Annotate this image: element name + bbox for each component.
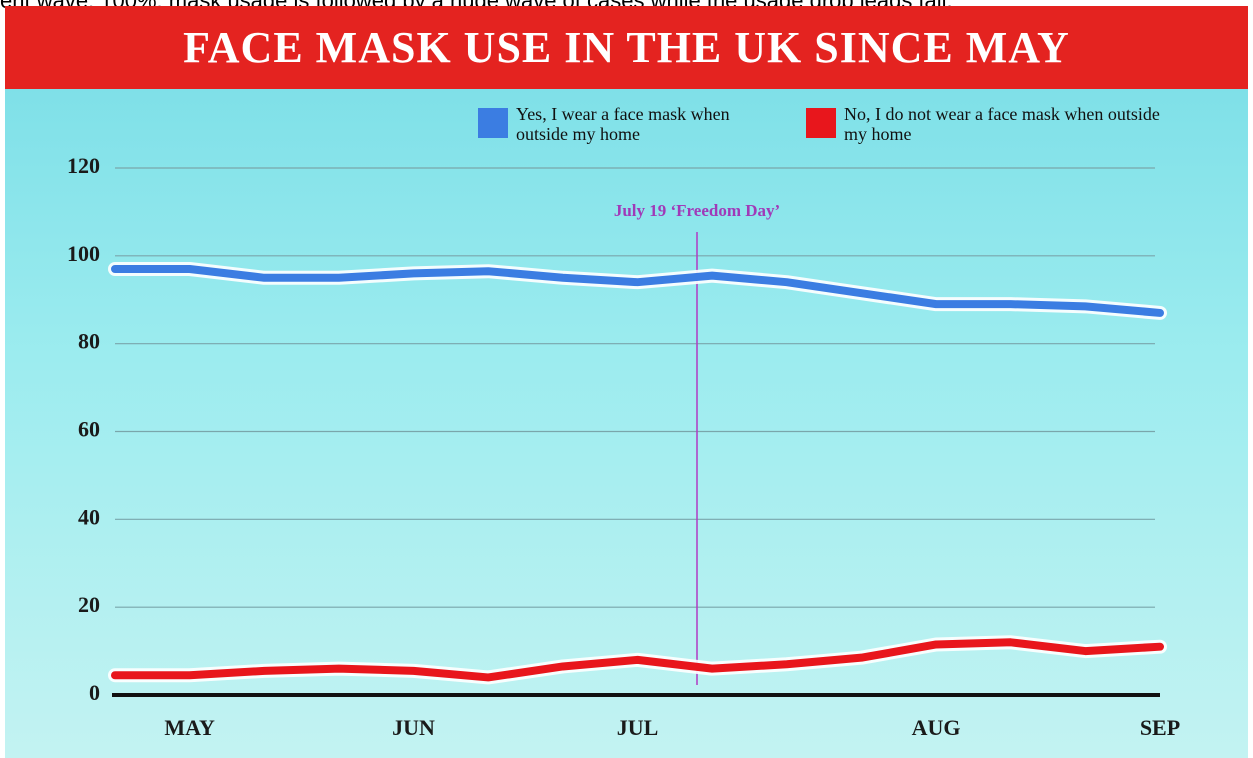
title-banner: FACE MASK USE IN THE UK SINCE MAY (5, 6, 1248, 89)
legend-label: No, I do not wear a face mask when outsi… (844, 104, 1160, 144)
legend-item: Yes, I wear a face mask when outside my … (478, 104, 776, 144)
legend-swatch (478, 108, 508, 138)
x-tick-label: JUN (392, 715, 435, 740)
legend-item: No, I do not wear a face mask when outsi… (806, 104, 1164, 144)
x-tick-label: SEP (1140, 715, 1180, 740)
y-tick-label: 20 (78, 592, 100, 617)
annotation: July 19 ‘Freedom Day’ (614, 201, 780, 220)
line (111, 265, 1164, 317)
legend-swatch (806, 108, 836, 138)
y-tick-label: 120 (67, 153, 100, 178)
y-tick-label: 40 (78, 504, 100, 529)
x-tick-label: AUG (912, 715, 961, 740)
x-tick-label: MAY (164, 715, 215, 740)
x-tick-label: JUL (617, 715, 659, 740)
legend-label: Yes, I wear a face mask when outside my … (516, 104, 730, 144)
chart-title: FACE MASK USE IN THE UK SINCE MAY (183, 23, 1070, 72)
y-tick-label: 60 (78, 417, 100, 442)
y-tick-label: 0 (89, 680, 100, 705)
line (111, 638, 1164, 682)
y-tick-label: 100 (67, 241, 100, 266)
y-tick-label: 80 (78, 329, 100, 354)
